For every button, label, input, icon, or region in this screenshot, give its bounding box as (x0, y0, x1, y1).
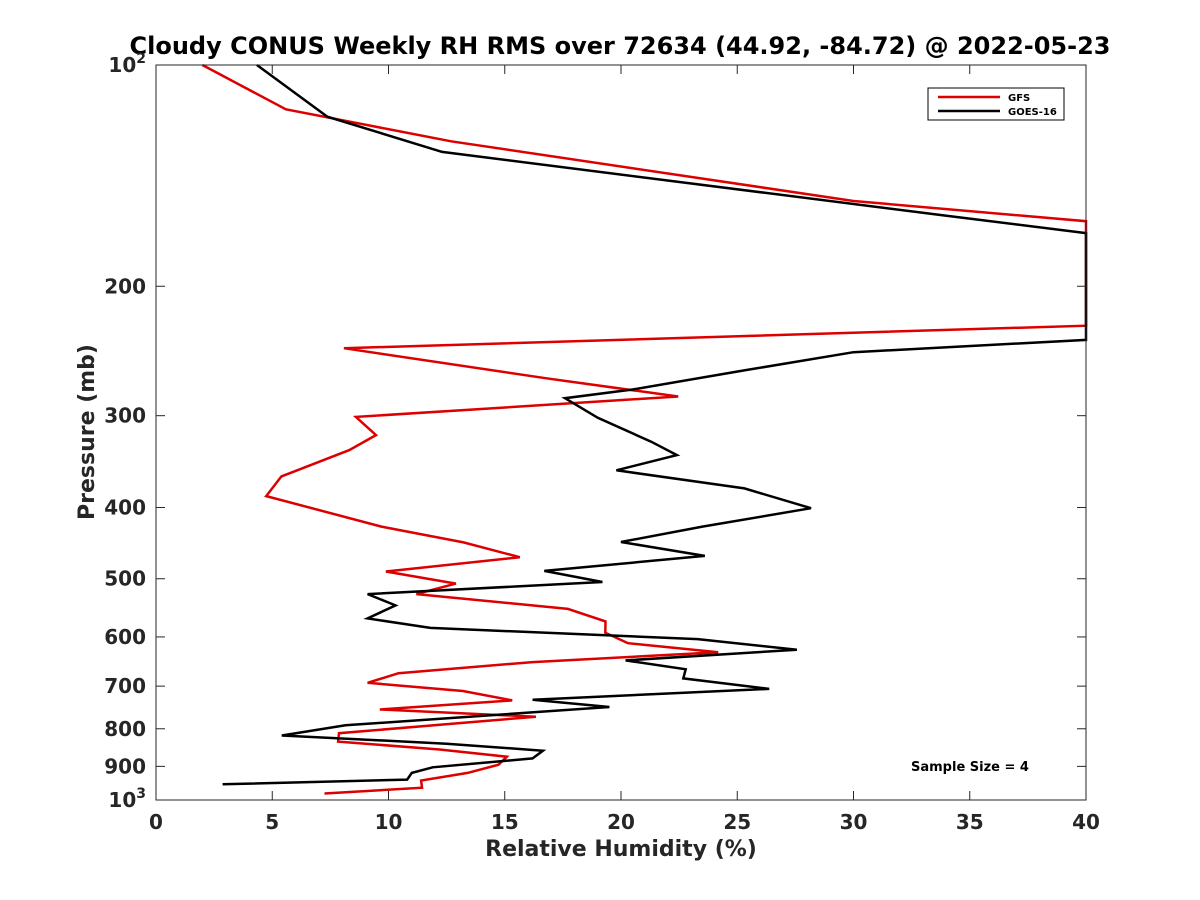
y-tick-label: 103 (108, 786, 146, 812)
x-tick-label: 30 (840, 810, 868, 834)
sample-size-annotation: Sample Size = 4 (911, 760, 1029, 775)
y-tick-label: 500 (104, 567, 146, 591)
x-tick-label: 5 (265, 810, 279, 834)
legend-label-goes16: GOES-16 (1008, 107, 1057, 118)
y-tick-label: 600 (104, 625, 146, 649)
x-tick-label: 40 (1072, 810, 1100, 834)
y-axis: 102 200 300 400 500 600 700 800 900 103 (104, 51, 1086, 812)
chart-title: Cloudy CONUS Weekly RH RMS over 72634 (4… (130, 32, 1111, 60)
legend: GFS GOES-16 (927, 87, 1065, 121)
x-tick-label: 10 (375, 810, 403, 834)
y-tick-label: 300 (104, 404, 146, 428)
x-tick-label: 0 (149, 810, 163, 834)
x-axis: 0 5 10 15 20 25 30 35 40 (149, 65, 1100, 834)
y-tick-label: 900 (104, 754, 146, 778)
y-axis-title: Pressure (mb) (75, 344, 100, 520)
x-tick-label: 25 (723, 810, 751, 834)
series-line-gfs (201, 63, 1088, 795)
x-tick-label: 15 (491, 810, 519, 834)
y-tick-label: 400 (104, 496, 146, 520)
x-tick-label: 20 (607, 810, 635, 834)
y-tick-label: 102 (108, 51, 146, 77)
x-tick-label: 35 (956, 810, 984, 834)
series-line-goes16 (222, 63, 1088, 786)
y-tick-label: 700 (104, 674, 146, 698)
legend-box (927, 87, 1065, 121)
legend-label-gfs: GFS (1008, 93, 1030, 104)
y-tick-label: 200 (104, 274, 146, 298)
series-layer (201, 63, 1088, 795)
y-tick-label: 800 (104, 717, 146, 741)
x-axis-title: Relative Humidity (%) (485, 837, 757, 862)
